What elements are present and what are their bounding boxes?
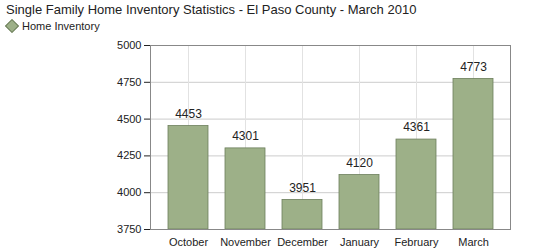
svg-text:4750: 4750 xyxy=(117,76,141,88)
html-text:Home Inventory: Home Inventory xyxy=(22,20,100,32)
svg-text:February: February xyxy=(394,236,439,248)
svg-text:4773: 4773 xyxy=(460,60,487,74)
svg-text:5000: 5000 xyxy=(117,39,141,51)
svg-text:4361: 4361 xyxy=(403,120,430,134)
svg-text:4000: 4000 xyxy=(117,186,141,198)
svg-text:4301: 4301 xyxy=(232,129,259,143)
svg-text:4500: 4500 xyxy=(117,113,141,125)
svg-text:March: March xyxy=(458,236,489,248)
svg-text:4250: 4250 xyxy=(117,149,141,161)
svg-text:November: November xyxy=(220,236,271,248)
svg-text:3951: 3951 xyxy=(289,181,316,195)
svg-text:4120: 4120 xyxy=(346,156,373,170)
svg-text:3750: 3750 xyxy=(117,223,141,235)
html-text:Single Family Home Inventory S: Single Family Home Inventory Statistics … xyxy=(6,2,417,17)
svg-text:December: December xyxy=(277,236,328,248)
svg-text:October: October xyxy=(169,236,208,248)
svg-text:4453: 4453 xyxy=(175,107,202,121)
svg-text:January: January xyxy=(340,236,380,248)
